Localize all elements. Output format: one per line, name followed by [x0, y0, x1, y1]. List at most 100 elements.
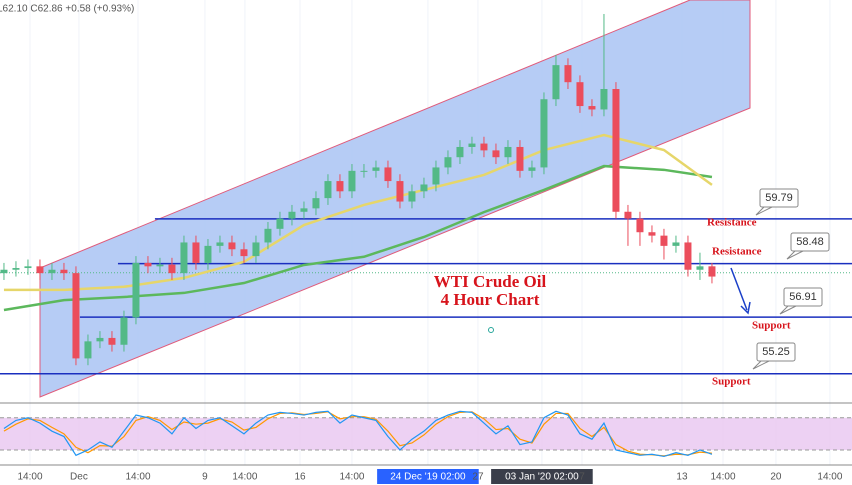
arrow-head [740, 301, 751, 315]
stochastic-pane [0, 410, 852, 458]
x-tick-label: 14:00 [232, 472, 257, 483]
x-tick-label: 24 Dec '19 02:00 [390, 472, 466, 483]
candle-body [216, 242, 224, 246]
candle-body [420, 184, 428, 192]
candle-body [684, 242, 692, 270]
level-box [756, 342, 796, 362]
candle-body [132, 262, 140, 318]
level-box [790, 232, 830, 252]
candle-body [60, 269, 68, 274]
level-label: Resistance [712, 246, 762, 258]
level-value: 55.25 [762, 346, 790, 358]
candle-body [408, 191, 416, 202]
candle-body [0, 269, 8, 274]
x-tick-highlight [377, 469, 479, 484]
candle-body [12, 268, 20, 270]
x-tick-label: Dec [70, 472, 88, 483]
candle-body [72, 273, 80, 359]
x-tick-label: 16 [294, 472, 306, 483]
x-tick-label: 14:00 [817, 472, 842, 483]
level-label: Support [712, 376, 751, 388]
candle-body [372, 167, 380, 171]
candle-body [444, 157, 452, 168]
candle-body [492, 150, 500, 158]
x-tick-label: 03 Jan '20 02:00 [505, 472, 579, 483]
candle-body [432, 167, 440, 185]
chart-title: WTI Crude Oil [434, 272, 547, 291]
x-tick-label: 14:00 [17, 472, 42, 483]
candle-body [240, 249, 248, 257]
candle-body [468, 143, 476, 147]
candle-body [312, 198, 320, 209]
candle-body [396, 181, 404, 202]
x-axis-labels: 14:00 Dec 14:00 9 14:00 16 14:00 24 Dec '19 02:… [17, 469, 843, 484]
candle-body [636, 218, 644, 233]
x-tick-label: 14:00 [125, 472, 150, 483]
x-tick-label: 9 [202, 472, 208, 483]
x-tick-label: 14:00 [339, 472, 364, 483]
candle-body [360, 170, 368, 172]
candle-body [156, 264, 164, 267]
x-tick-label: 7 [579, 472, 585, 483]
candle-body [288, 211, 296, 219]
candle-body [348, 170, 356, 192]
candle-body [120, 317, 128, 345]
candle-body [696, 266, 704, 270]
candle-body [252, 242, 260, 257]
grid [29, 0, 831, 465]
level-value: 58.48 [796, 236, 824, 248]
candle-body [540, 99, 548, 168]
candle-body [24, 266, 32, 269]
x-tick-label: 27 [472, 472, 484, 483]
chart-subtitle: 4 Hour Chart [441, 290, 540, 309]
candle-body [708, 266, 716, 277]
candle-body [144, 262, 152, 267]
candle-body [516, 146, 524, 171]
candle-body [384, 167, 392, 182]
arrow [730, 267, 748, 311]
candle-body [504, 146, 512, 158]
stochastic-line [3, 410, 713, 458]
candle-body [192, 242, 200, 263]
candle-body [552, 65, 560, 100]
candle-body [48, 269, 56, 274]
candle-body [456, 146, 464, 158]
candle-body [108, 337, 116, 345]
candle-body [36, 266, 44, 274]
moving-average [3, 133, 713, 292]
callout-pointer [752, 360, 770, 370]
price-channel [39, 0, 751, 398]
candle-body [168, 264, 176, 274]
callout-pointer [779, 305, 797, 315]
candle-body [648, 232, 656, 236]
ohlc-header: L62.10 C62.86 +0.58 (+0.93%) [0, 4, 134, 15]
candle-body [300, 208, 308, 212]
candle-body [276, 218, 284, 229]
candle-body [612, 89, 620, 212]
x-tick-label: 13 [676, 472, 688, 483]
level-value: 59.79 [765, 192, 793, 204]
candle-body [480, 143, 488, 151]
price-pane: 59.79 Resistance 58.48 Resistance 56.91 Suppo… [0, 13, 852, 388]
candle-body [336, 181, 344, 192]
callout-pointer [755, 206, 773, 216]
candle-body [672, 242, 680, 246]
candle-body [600, 89, 608, 110]
level-label: Support [752, 320, 791, 332]
x-tick-label: 20 [770, 472, 782, 483]
candle-body [180, 242, 188, 274]
candle-body [528, 167, 536, 171]
candle-body [576, 82, 584, 107]
level-value: 56.91 [789, 291, 817, 303]
candle-body [204, 245, 212, 263]
level-box [759, 188, 799, 208]
level-box [783, 287, 823, 307]
moving-average [3, 164, 713, 312]
marker [488, 327, 494, 333]
candle-body [96, 337, 104, 342]
callout-pointer [786, 250, 804, 260]
level-label: Resistance [707, 217, 757, 229]
candle-body [588, 106, 596, 110]
x-tick-highlight [491, 469, 593, 484]
